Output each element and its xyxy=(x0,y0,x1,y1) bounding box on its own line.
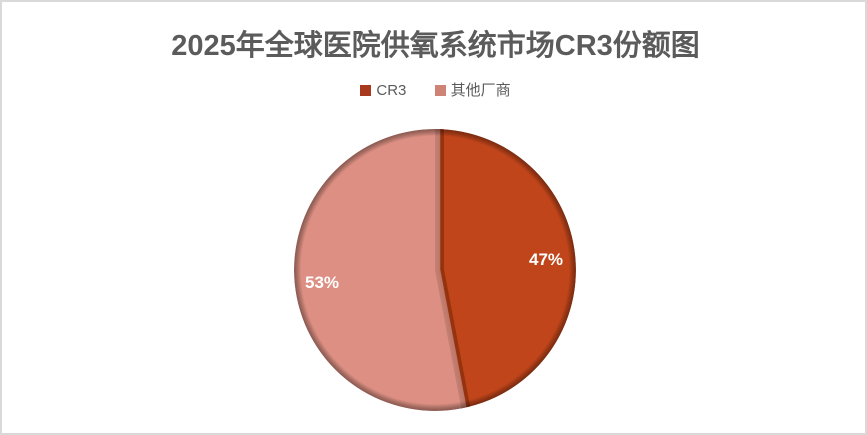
svg-text:53%: 53% xyxy=(305,273,339,292)
svg-text:47%: 47% xyxy=(529,250,563,269)
